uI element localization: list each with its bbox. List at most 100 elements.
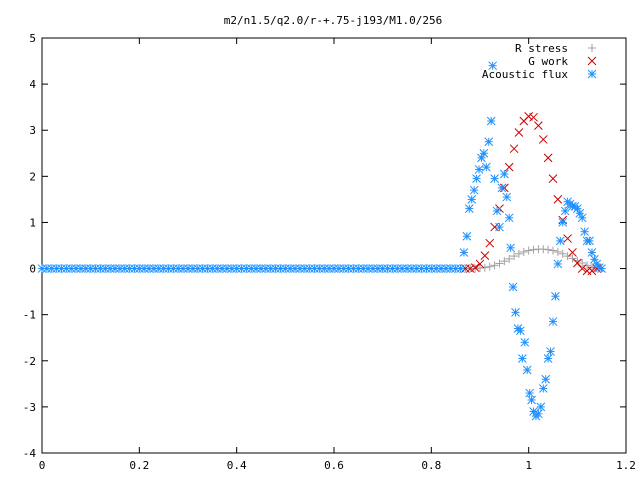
legend-marker	[587, 69, 597, 79]
data-point	[563, 252, 572, 261]
x-tick-label: 0.6	[324, 459, 344, 472]
data-point	[553, 259, 563, 269]
data-point	[514, 249, 523, 258]
data-point	[462, 231, 472, 241]
data-point	[490, 261, 499, 270]
data-point	[467, 195, 477, 204]
data-point	[558, 218, 568, 227]
legend-label: R stress	[515, 42, 568, 55]
data-point	[522, 365, 532, 375]
data-point	[560, 206, 570, 216]
data-point	[480, 263, 489, 272]
data-point	[534, 121, 543, 130]
data-point	[509, 144, 519, 154]
data-point	[551, 291, 560, 301]
data-point	[456, 264, 465, 273]
y-tick-label: 5	[29, 32, 36, 45]
data-point	[480, 251, 490, 260]
data-point	[520, 337, 530, 347]
y-tick-label: 1	[29, 216, 36, 229]
data-point	[577, 264, 587, 273]
chart-title: m2/n1.5/q2.0/r-+.75-j193/M1.0/256	[224, 14, 443, 27]
y-tick-label: -1	[23, 309, 36, 322]
data-point	[563, 234, 572, 243]
x-tick-label: 0	[39, 459, 46, 472]
y-tick-label: 2	[29, 170, 36, 183]
data-point	[495, 222, 504, 232]
data-point	[549, 246, 557, 255]
data-point	[488, 61, 498, 71]
data-point	[500, 257, 509, 266]
data-point	[555, 236, 565, 246]
data-point	[553, 195, 563, 204]
data-point	[474, 165, 484, 174]
data-point	[568, 254, 577, 263]
data-point	[583, 261, 592, 270]
data-point	[516, 326, 525, 336]
data-point	[485, 262, 494, 271]
legend-label: Acoustic flux	[482, 68, 568, 81]
x-tick-label: 0.2	[129, 459, 149, 472]
data-point	[534, 409, 543, 419]
y-tick-label: 0	[29, 263, 36, 276]
y-tick-label: -4	[23, 447, 37, 460]
data-point	[538, 135, 548, 144]
data-point	[484, 137, 494, 147]
data-point	[485, 238, 495, 248]
data-point	[587, 248, 597, 257]
data-point	[587, 266, 597, 276]
x-tick-label: 1.2	[616, 459, 636, 472]
data-point	[497, 183, 507, 193]
data-point	[481, 162, 491, 172]
data-point	[558, 249, 567, 258]
data-point	[508, 282, 518, 292]
x-tick-label: 0.8	[421, 459, 441, 472]
data-point	[502, 192, 512, 202]
data-point	[510, 252, 519, 261]
data-point	[492, 206, 502, 216]
data-point	[490, 174, 499, 183]
data-point	[469, 185, 479, 195]
data-point	[499, 169, 509, 179]
data-point	[519, 247, 528, 256]
data-point	[511, 308, 520, 317]
data-point	[486, 116, 496, 126]
data-point	[495, 259, 504, 268]
data-point	[541, 374, 551, 384]
data-point	[578, 259, 587, 268]
data-point	[544, 245, 553, 254]
data-point	[587, 263, 596, 272]
data-marks	[37, 61, 607, 421]
data-point	[543, 354, 553, 363]
data-point	[470, 263, 480, 272]
data-point	[543, 153, 553, 163]
series-0	[461, 245, 601, 273]
legend-marker	[587, 56, 597, 66]
data-point	[517, 354, 527, 363]
data-point	[577, 213, 587, 223]
data-point	[529, 112, 538, 122]
data-point	[524, 246, 533, 255]
data-point	[553, 247, 562, 256]
y-tick-label: 3	[29, 124, 36, 137]
data-point	[527, 395, 536, 405]
legend-label: G work	[528, 55, 568, 68]
data-point	[475, 259, 485, 269]
data-point	[506, 243, 516, 253]
data-point	[504, 162, 514, 172]
y-tick-label: -3	[23, 401, 36, 414]
data-point	[538, 384, 548, 393]
data-point	[525, 388, 534, 398]
x-tick-label: 1	[525, 459, 532, 472]
y-tick-label: 4	[29, 78, 36, 91]
data-point	[546, 347, 555, 356]
series-2	[37, 61, 607, 421]
data-point	[585, 236, 594, 246]
data-point	[597, 264, 607, 273]
data-point	[464, 204, 474, 213]
data-point	[514, 128, 524, 137]
data-point	[548, 174, 558, 183]
data-point	[505, 254, 514, 263]
